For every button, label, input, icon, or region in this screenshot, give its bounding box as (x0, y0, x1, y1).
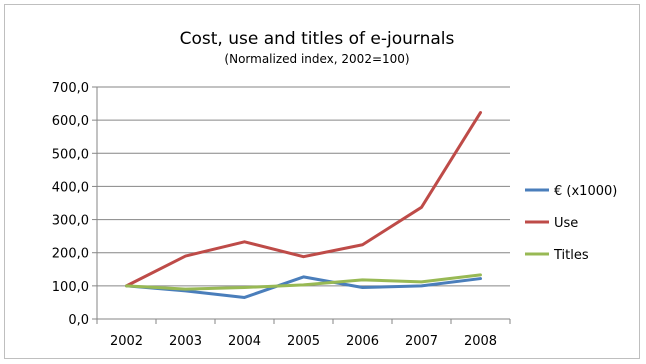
legend-label: Use (554, 216, 578, 231)
legend-label: € (x1000) (554, 184, 617, 199)
y-tick-label: 400,0 (52, 180, 89, 195)
x-tick-label: 2002 (110, 334, 143, 349)
x-tick-label: 2003 (169, 334, 202, 349)
series-line (125, 111, 482, 288)
x-tick-label: 2008 (464, 334, 497, 349)
chart-subtitle: (Normalized index, 2002=100) (224, 52, 409, 66)
x-tick-label: 2005 (287, 334, 320, 349)
series-lines (125, 111, 482, 299)
y-tick-label: 200,0 (52, 247, 89, 262)
y-tick-label: 0,0 (68, 313, 89, 328)
line-chart: Cost, use and titles of e-journals (Norm… (52, 29, 618, 349)
legend-label: Titles (553, 248, 589, 263)
x-tick-label: 2007 (405, 334, 438, 349)
chart-title: Cost, use and titles of e-journals (180, 29, 455, 49)
y-tick-label: 700,0 (52, 81, 89, 96)
gridlines (97, 86, 510, 287)
y-tick-label: 300,0 (52, 214, 89, 229)
y-tick-label: 500,0 (52, 147, 89, 162)
x-tick-label: 2006 (346, 334, 379, 349)
axes: 0,0 100,0 200,0 300,0 400,0 500,0 600,0 700,0 20… (52, 81, 511, 349)
legend: € (x1000) Use Titles (525, 184, 617, 263)
y-tick-label: 100,0 (52, 280, 89, 295)
x-tick-label: 2004 (228, 334, 261, 349)
chart-frame: Cost, use and titles of e-journals (Norm… (4, 4, 640, 359)
y-tick-label: 600,0 (52, 114, 89, 129)
